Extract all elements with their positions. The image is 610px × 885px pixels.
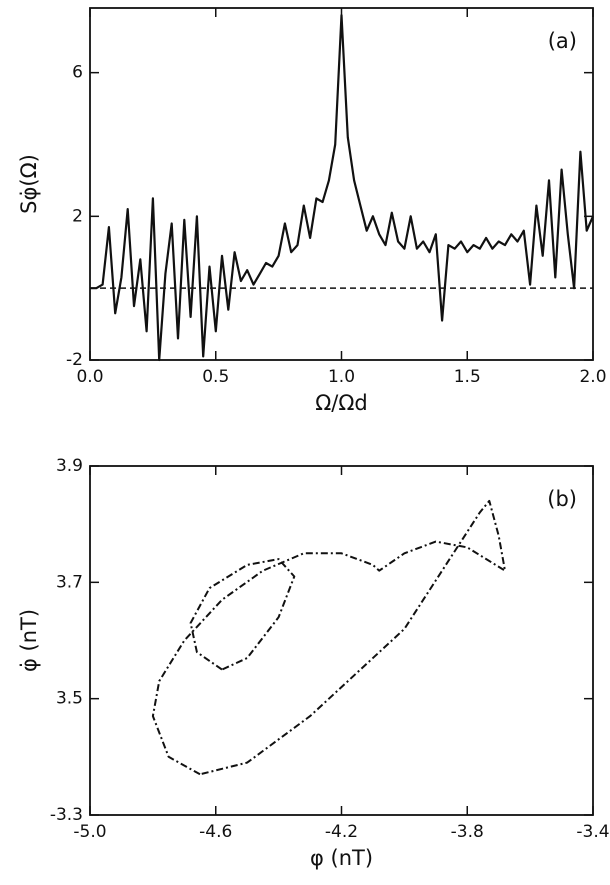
y-tick-label: 6 [72,63,83,83]
x-tick-label: 0.0 [76,367,103,387]
data-line [151,499,506,776]
y-tick-label: -3.3 [50,805,83,825]
y-tick-label: 3.7 [56,572,83,592]
y-axis-label: Sφ̇(Ω) [17,154,41,214]
y-axis-label: φ̇ (nT) [17,609,41,672]
x-axis-label: Ω/Ωd [315,391,368,415]
x-tick-label: -3.4 [576,822,609,842]
y-tick-label: -2 [66,350,83,370]
x-tick-label: 1.0 [328,367,355,387]
panel-label: (a) [548,29,577,53]
x-axis-label: φ (nT) [310,846,373,870]
y-tick-label: 2 [72,206,83,226]
x-tick-label: -4.2 [325,822,358,842]
x-tick-label: -5.0 [73,822,106,842]
data-line [90,14,595,362]
y-tick-label: 3.5 [56,689,83,709]
x-tick-label: 2.0 [579,367,606,387]
x-tick-label: -3.8 [451,822,484,842]
x-tick-label: -4.6 [199,822,232,842]
plot-frame [89,7,594,361]
x-tick-label: 1.5 [454,367,481,387]
x-tick-label: 0.5 [202,367,229,387]
plot-frame [89,465,594,816]
y-tick-label: 3.9 [56,456,83,476]
panel-label: (b) [547,487,577,511]
